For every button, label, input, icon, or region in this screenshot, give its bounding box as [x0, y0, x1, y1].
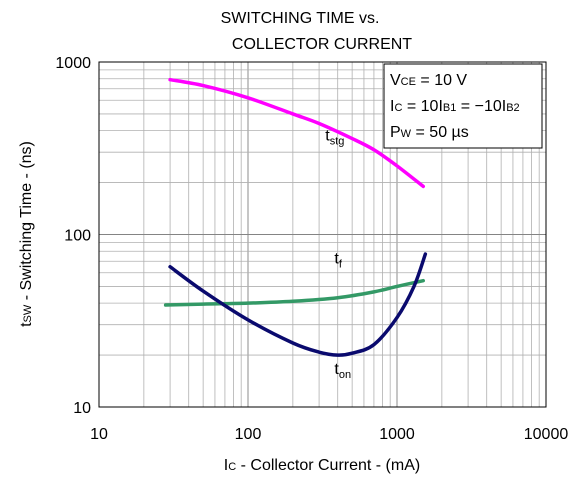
conditions-box: VCE = 10 V IC = 10IB1 = −10IB2 PW = 50 µ… [383, 63, 543, 149]
series-label-f: tf [334, 250, 342, 270]
series-labels: tstg tf ton [325, 128, 351, 382]
y-axis-label: tSW - Switching Time - (ns) [18, 141, 35, 327]
x-tick-label: 100 [235, 426, 262, 443]
chart-title-line2: COLLECTOR CURRENT [232, 36, 412, 53]
condition-pw: PW = 50 µs [390, 124, 469, 141]
series-label-on: ton [334, 361, 351, 381]
series-line-on [168, 252, 428, 357]
condition-vce: VCE = 10 V [390, 72, 467, 89]
x-axis-label: IC - Collector Current - (mA) [224, 457, 420, 474]
plot-frame [98, 61, 547, 408]
y-tick-label: 10 [73, 400, 91, 417]
series-line-stg [168, 77, 425, 189]
condition-ic: IC = 10IB1 = −10IB2 [390, 98, 520, 115]
tick-labels: 10 100 1000 10000 10 100 1000 [55, 55, 568, 443]
x-tick-label: 10000 [524, 426, 569, 443]
y-tick-label: 100 [64, 228, 91, 245]
series-line-f [163, 278, 425, 307]
conditions-box-frame [383, 63, 543, 149]
x-tick-label: 1000 [379, 426, 415, 443]
y-tick-label: 1000 [55, 55, 91, 72]
x-tick-label: 10 [90, 426, 108, 443]
series-label-stg: tstg [325, 128, 344, 148]
series-group [163, 77, 428, 357]
chart-title-line1: SWITCHING TIME vs. [221, 10, 380, 27]
